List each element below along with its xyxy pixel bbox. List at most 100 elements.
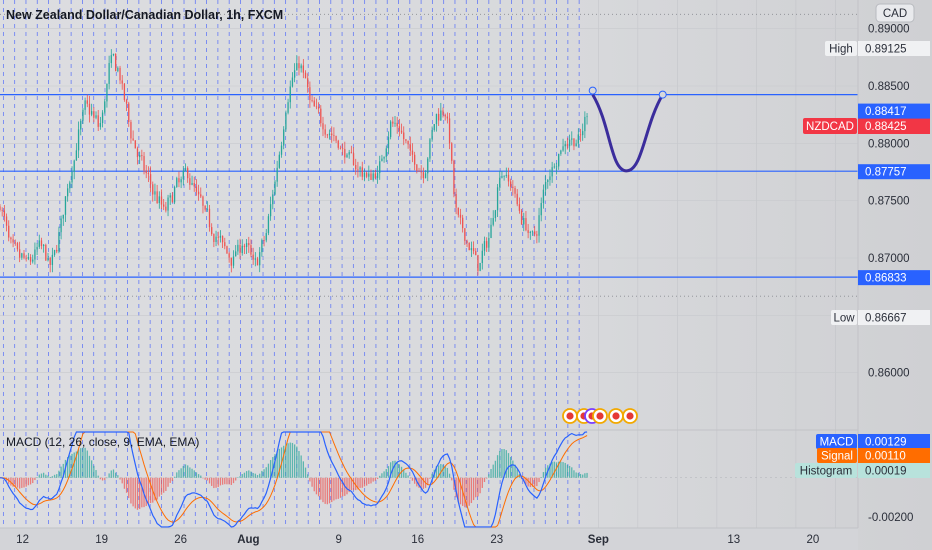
- hline-label-box: [858, 103, 930, 119]
- candle-body: [53, 249, 56, 255]
- candle-body: [25, 257, 27, 259]
- candle-body: [418, 171, 420, 172]
- horizontal-lines[interactable]: [0, 93, 858, 278]
- currency-button-label[interactable]: CAD: [883, 8, 907, 20]
- candle-body: [221, 235, 224, 243]
- projection-end-handle[interactable]: [658, 90, 667, 99]
- macd-histogram-bar: [481, 477, 483, 488]
- macd-histogram-bar: [117, 475, 119, 478]
- candle-body: [0, 206, 1, 210]
- last-price-text: 0.88425: [865, 121, 907, 133]
- candle-body: [317, 106, 320, 109]
- macd-histogram-bar: [575, 472, 577, 478]
- macd-histogram-bar: [566, 464, 569, 478]
- candle-body: [14, 242, 16, 244]
- macd-histogram-bar: [490, 468, 492, 478]
- macd-histogram-bar: [49, 476, 51, 478]
- candle-body: [184, 168, 187, 171]
- macd-histogram-bar: [171, 477, 174, 481]
- macd-histogram-bar: [420, 477, 422, 489]
- candle-body: [280, 145, 283, 155]
- projection-path[interactable]: [591, 93, 664, 173]
- candle-body: [84, 100, 86, 110]
- candle-body: [409, 144, 411, 151]
- macd-histogram-bar: [496, 455, 499, 478]
- macd-histogram-bar: [154, 477, 156, 501]
- candle-body: [45, 244, 47, 261]
- macd-histogram-bar: [99, 477, 102, 480]
- macd-histogram-bar: [320, 477, 322, 500]
- candle-body: [472, 248, 475, 252]
- price-tick-label: 0.89000: [868, 24, 910, 36]
- macd-histogram-bar: [252, 472, 254, 478]
- macd-histogram-bar: [158, 477, 160, 497]
- macd-histogram-bar: [383, 471, 385, 478]
- macd-histogram-bar: [579, 474, 582, 478]
- macd-histogram-bar: [104, 477, 106, 481]
- candle-body: [455, 194, 457, 208]
- candle-body: [156, 191, 158, 204]
- candle-body: [21, 253, 23, 258]
- candle-body: [38, 240, 40, 247]
- candle-body: [108, 63, 110, 84]
- macd-histogram-bar: [396, 462, 398, 478]
- candle-body: [272, 194, 274, 205]
- candle-body: [60, 218, 62, 233]
- time-axis[interactable]: [0, 528, 858, 550]
- candle-body: [228, 253, 230, 258]
- candle-body: [178, 178, 180, 183]
- candle-body: [298, 63, 300, 69]
- macd-histogram-bar: [132, 477, 134, 507]
- macd-histogram-bar: [51, 476, 54, 478]
- macd-histogram-bar: [322, 477, 324, 503]
- candle-body: [287, 102, 289, 113]
- macd-histogram-bar: [352, 477, 355, 491]
- macd-histogram-bar: [160, 477, 163, 495]
- signal-value-box: [858, 448, 930, 463]
- candle-body: [82, 109, 84, 121]
- macd-histogram-bar: [374, 477, 377, 481]
- macd-histogram-bar: [429, 477, 431, 479]
- candle-body: [516, 193, 518, 205]
- macd-histogram-bar: [573, 470, 575, 478]
- candle-body: [101, 112, 104, 124]
- price-axis-ticks[interactable]: 0.890000.885000.880000.875000.870000.865…: [868, 24, 910, 380]
- candle-body: [490, 224, 492, 238]
- candle-body: [125, 99, 128, 104]
- candle-body: [145, 170, 147, 174]
- candle-body: [245, 243, 248, 247]
- macd-histogram-bar: [239, 476, 241, 478]
- candle-body: [12, 239, 14, 243]
- candle-body: [69, 182, 71, 189]
- macd-histogram-bar: [67, 457, 69, 478]
- macd-histogram-bar: [368, 477, 370, 484]
- macd-histogram-bar: [492, 464, 494, 478]
- macd-histogram-bar: [486, 477, 488, 479]
- currency-button[interactable]: CAD: [875, 3, 915, 23]
- economic-events-row[interactable]: [562, 408, 638, 424]
- candle-body: [518, 204, 521, 211]
- macd-histogram-bar: [182, 465, 184, 478]
- candle-body: [444, 114, 446, 117]
- macd-histogram-bar: [527, 477, 529, 487]
- macd-histogram-bar: [12, 477, 14, 487]
- candle-body: [261, 240, 263, 253]
- macd-histogram-bar: [14, 477, 16, 488]
- candle-body: [466, 240, 468, 243]
- macd-histogram-bar: [119, 477, 121, 480]
- macd-histogram-bar: [276, 451, 278, 478]
- candle-body: [29, 257, 32, 262]
- currency-button-box[interactable]: [875, 3, 915, 23]
- projection-start-handle[interactable]: [588, 86, 597, 95]
- macd-name-box: [816, 434, 857, 449]
- macd-histogram-bar: [571, 467, 573, 478]
- candle-body: [464, 228, 466, 241]
- macd-histogram-bar: [568, 465, 571, 478]
- macd-histogram-bar: [331, 477, 333, 503]
- macd-histogram-bar: [577, 472, 579, 478]
- macd-histogram-bar: [494, 460, 497, 478]
- macd-histogram-bar: [464, 477, 466, 508]
- candle-body: [536, 234, 538, 236]
- macd-value-text: 0.00129: [865, 437, 907, 449]
